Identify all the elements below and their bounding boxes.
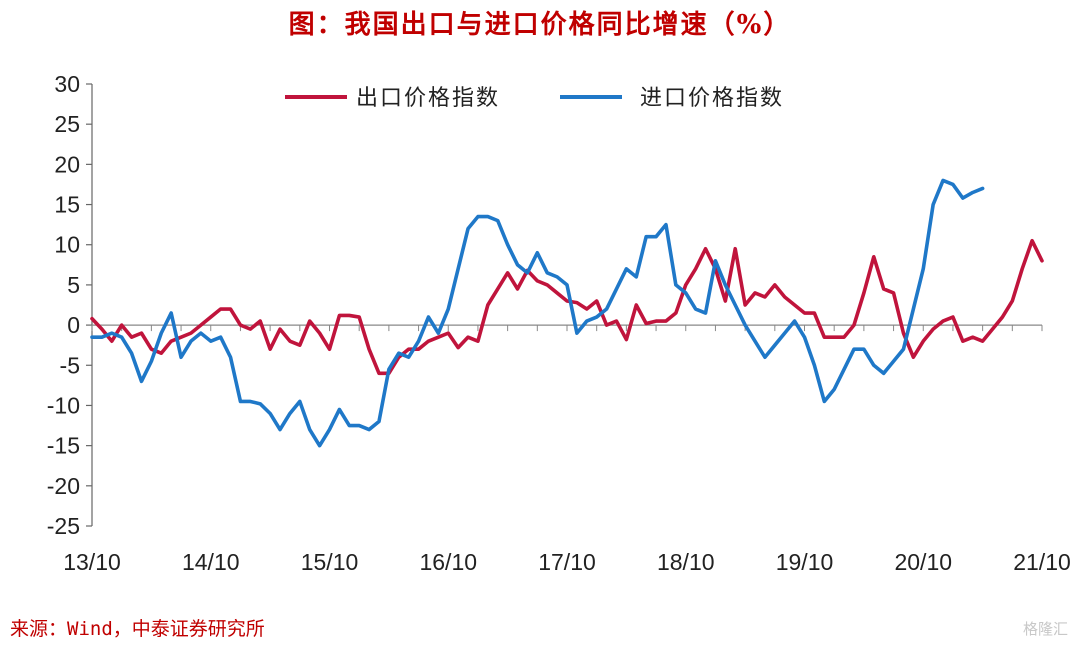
- y-tick-label: -25: [47, 513, 80, 539]
- y-tick-label: -5: [60, 352, 80, 378]
- y-tick-label: 10: [54, 232, 80, 258]
- x-tick-label: 21/10: [1013, 549, 1071, 575]
- source-note: 来源：Wind，中泰证券研究所: [10, 618, 265, 640]
- x-tick-label: 18/10: [657, 549, 715, 575]
- series-line-import-price: [90, 178, 985, 448]
- chart-title: 图：我国出口与进口价格同比增速（%）: [288, 10, 792, 40]
- x-tick-label: 14/10: [182, 549, 240, 575]
- y-tick-label: -20: [47, 473, 80, 499]
- x-tick-label: 17/10: [538, 549, 596, 575]
- x-tick-label: 19/10: [776, 549, 834, 575]
- y-tick-label: 5: [67, 272, 80, 298]
- legend-label: 出口价格指数: [356, 86, 500, 111]
- y-tick-label: 0: [67, 312, 80, 338]
- x-tick-label: 20/10: [894, 549, 952, 575]
- x-tick-label: 16/10: [419, 549, 477, 575]
- legend-label: 进口价格指数: [640, 86, 784, 111]
- y-tick-label: 30: [54, 71, 80, 97]
- y-tick-label: 20: [54, 151, 80, 177]
- watermark: 格隆汇: [1022, 620, 1068, 638]
- legend: 出口价格指数 进口价格指数: [285, 86, 784, 111]
- x-tick-label: 13/10: [63, 549, 121, 575]
- y-tick-label: -10: [47, 392, 80, 418]
- series-line-export-price: [90, 238, 1044, 376]
- y-tick-label: 15: [54, 192, 80, 218]
- series-layer: [90, 178, 1044, 448]
- x-tick-label: 15/10: [301, 549, 359, 575]
- y-tick-label: -15: [47, 433, 80, 459]
- axes-layer: 30 25 20 15 10 5 0 -5 -10 -15 -20 -25 13/10 14/10 15/1…: [47, 71, 1071, 575]
- y-tick-label: 25: [54, 111, 80, 137]
